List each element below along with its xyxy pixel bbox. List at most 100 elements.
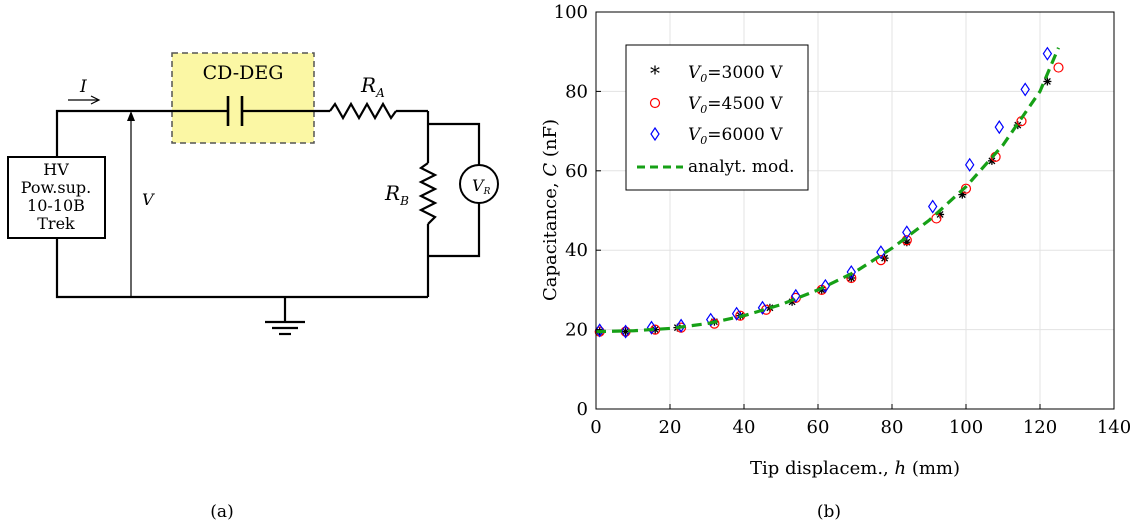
data-point-3000 — [673, 323, 682, 332]
data-point-3000 — [736, 311, 745, 320]
resistor-b-subscript: B — [399, 194, 409, 208]
x-tick-label: 120 — [1023, 417, 1057, 438]
data-point-6000 — [594, 323, 605, 338]
voltmeter-subscript: R — [483, 187, 491, 197]
data-point-4500 — [990, 151, 1001, 163]
data-point-4500 — [1016, 116, 1027, 127]
voltmeter — [459, 164, 499, 204]
data-point-6000 — [1020, 82, 1030, 97]
data-point-4500 — [735, 310, 746, 321]
plot-area — [596, 12, 1114, 409]
data-point-6000 — [927, 199, 938, 214]
x-axis-label: Tip displacem., h (mm) — [750, 458, 960, 479]
x-tick-label: 140 — [1097, 417, 1131, 438]
legend-marker-diamond — [650, 126, 660, 142]
data-point-4500 — [761, 304, 772, 315]
data-point-6000 — [646, 320, 657, 335]
legend-entry-6000: V0=6000 V — [688, 125, 783, 147]
grid — [595, 11, 1115, 410]
data-point-4500 — [675, 322, 687, 333]
resistor-a-symbol: R — [360, 73, 376, 97]
legend-entry-4500: V0=4500 V — [688, 94, 783, 116]
data-point-3000 — [847, 273, 856, 282]
x-tick-label: 60 — [807, 417, 830, 438]
data-point-3000 — [936, 210, 945, 219]
y-tick-label: 20 — [565, 320, 588, 341]
plot-frame — [595, 11, 1115, 410]
data-point-4500 — [875, 255, 887, 266]
svg-text:RA: RA — [360, 73, 385, 100]
x-tick-label: 40 — [733, 417, 756, 438]
data-point-4500 — [816, 284, 827, 295]
top-wire — [55, 109, 228, 157]
data-point-3000 — [651, 325, 660, 334]
data-point-4500 — [709, 318, 720, 329]
y-tick-label: 80 — [565, 81, 588, 102]
current-arrow-icon — [68, 95, 101, 105]
data-point-3000 — [987, 156, 996, 165]
data-point-6000 — [902, 225, 912, 240]
data-point-4500 — [901, 235, 912, 246]
data-point-3000 — [621, 327, 630, 336]
data-point-6000 — [757, 300, 768, 315]
svg-text:VR: VR — [472, 176, 491, 197]
power-supply-line-1: HV — [43, 160, 69, 179]
cd-deg-label: CD-DEG — [203, 62, 284, 84]
resistor-b-symbol: R — [384, 181, 400, 205]
data-point-3000 — [1013, 121, 1022, 130]
data-point-4500 — [931, 213, 942, 224]
data-point-3000 — [880, 254, 889, 263]
data-point-6000 — [731, 306, 742, 321]
legend-entry-3000: V0=3000 V — [688, 63, 783, 85]
data-point-4500 — [790, 292, 801, 303]
data-point-6000 — [876, 245, 886, 260]
resistor-a-subscript: A — [375, 86, 385, 100]
x-tick-label: 20 — [659, 417, 682, 438]
analytical-model-line — [595, 47, 1060, 334]
x-tick-label: 0 — [590, 417, 601, 438]
data-point-4500 — [846, 272, 857, 284]
data-point-6000 — [705, 312, 716, 327]
resistor-b — [418, 162, 438, 225]
data-point-3000 — [958, 190, 967, 199]
data-point-6000 — [620, 324, 631, 339]
legend-marker-circle — [649, 97, 661, 109]
current-label: I — [79, 77, 87, 97]
data-point-6000 — [820, 278, 831, 294]
data-layer — [594, 46, 1064, 339]
data-point-4500 — [960, 183, 972, 194]
data-point-3000 — [788, 297, 797, 306]
voltage-arrow — [127, 111, 135, 297]
power-supply-box — [7, 156, 106, 239]
x-tick-label: 80 — [881, 417, 904, 438]
power-supply-line-3: 10-10B — [27, 196, 85, 215]
data-point-4500 — [594, 326, 605, 337]
y-tick-label: 40 — [565, 240, 588, 261]
data-point-6000 — [1042, 46, 1053, 61]
voltmeter-symbol: V — [472, 176, 485, 195]
bottom-wire — [55, 238, 428, 299]
y-tick-label: 0 — [577, 399, 588, 420]
data-point-3000 — [595, 327, 604, 336]
legend-box — [625, 44, 809, 191]
data-point-6000 — [846, 264, 857, 280]
data-point-6000 — [964, 157, 975, 172]
svg-text:RB: RB — [384, 181, 409, 208]
ground-icon — [265, 320, 305, 336]
power-supply-line-4: Trek — [37, 214, 75, 233]
data-point-4500 — [650, 324, 661, 335]
data-point-4500 — [1053, 62, 1064, 73]
data-point-3000 — [1043, 77, 1052, 86]
data-point-6000 — [676, 318, 686, 333]
legend-entry-analytical-model: analyt. mod. — [688, 157, 795, 177]
data-point-3000 — [817, 285, 826, 294]
data-point-4500 — [620, 326, 631, 337]
data-point-3000 — [710, 317, 719, 326]
resistor-a — [329, 101, 397, 121]
power-supply-line-2: Pow.sup. — [21, 178, 91, 197]
data-point-6000 — [791, 288, 801, 303]
x-tick-label: 100 — [949, 417, 983, 438]
caption-a: (a) — [210, 502, 233, 522]
y-tick-label: 60 — [565, 161, 588, 182]
